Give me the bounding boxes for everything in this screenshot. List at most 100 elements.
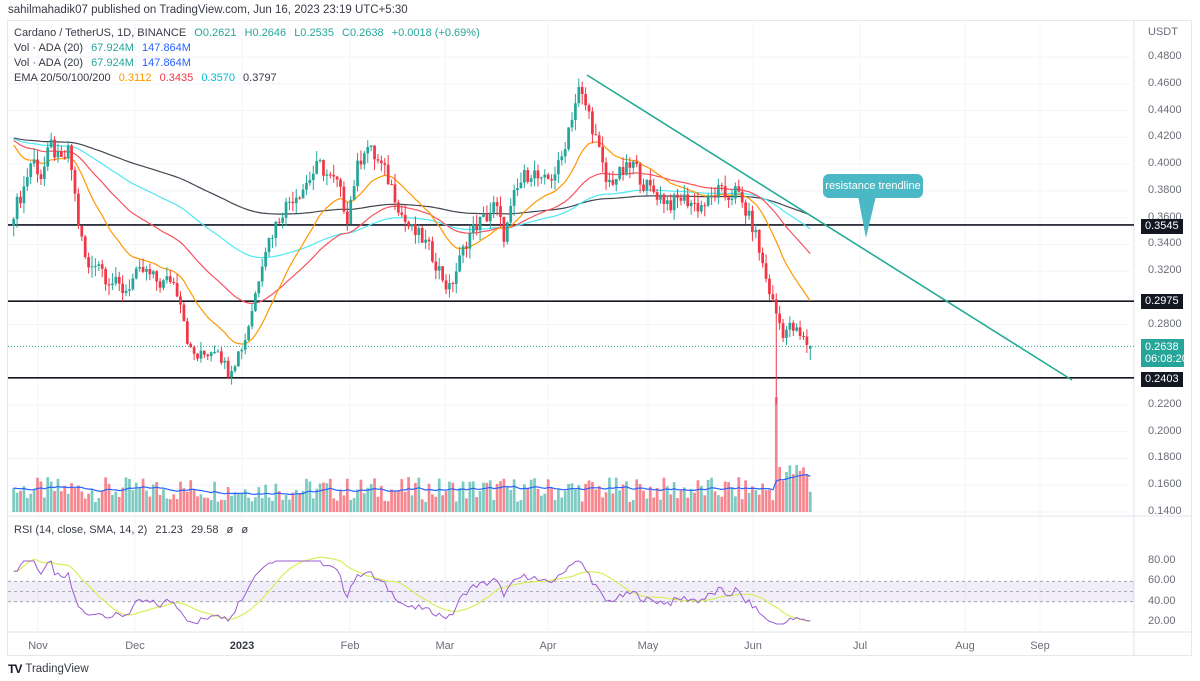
candle-body — [717, 185, 720, 198]
candle-body — [80, 225, 84, 237]
candle-body — [720, 185, 724, 187]
candle-body — [25, 177, 29, 187]
volume-bar — [672, 482, 676, 512]
candle-body — [158, 281, 162, 288]
volume-bar — [148, 496, 152, 512]
candle-body — [294, 197, 298, 204]
volume-bar — [727, 482, 730, 512]
volume-bar — [536, 488, 540, 512]
volume-bar — [437, 478, 441, 512]
candle-body — [410, 224, 414, 227]
candle-body — [403, 214, 407, 222]
candle-body — [795, 327, 799, 331]
time-tick: Sep — [1030, 640, 1050, 652]
volume-bar — [597, 486, 601, 512]
low-value: L0.2535 — [294, 27, 334, 39]
volume-bar — [349, 500, 353, 512]
brand-name: TradingView — [25, 663, 89, 675]
candle-body — [465, 246, 468, 249]
volume-bar — [628, 501, 632, 512]
volume-bar — [233, 492, 237, 512]
candle-body — [778, 313, 782, 324]
candle-body — [97, 264, 101, 266]
volume-bar — [791, 474, 795, 512]
volume-bar — [352, 497, 356, 512]
candle-body — [243, 339, 247, 350]
volume-bar — [393, 490, 397, 512]
change-value: +0.0018 (+0.69%) — [391, 27, 480, 39]
candle-body — [655, 192, 659, 200]
volume-bar — [73, 488, 77, 512]
tradingview-logo[interactable]: TV TradingView — [8, 662, 89, 676]
chart-frame — [7, 20, 1192, 656]
volume-bar — [570, 483, 574, 512]
candle-body — [788, 322, 792, 330]
candle-body — [196, 353, 199, 359]
candle-body — [19, 196, 22, 204]
candle-body — [536, 170, 540, 179]
volume-bar — [652, 497, 656, 512]
volume-bar — [665, 486, 669, 512]
candle-body — [168, 276, 172, 282]
candle-body — [689, 202, 693, 207]
volume-bar — [298, 493, 302, 512]
ohlc-row: Cardano / TetherUS, 1D, BINANCE O0.2621 … — [14, 26, 485, 41]
volume-bar — [182, 488, 186, 512]
candle-body — [458, 255, 462, 272]
candle-body — [713, 195, 717, 198]
time-tick: May — [637, 640, 659, 652]
candle-body — [342, 186, 346, 212]
candle-body — [444, 280, 448, 290]
volume-bar — [580, 501, 584, 512]
price-tick: 0.1400 — [1148, 505, 1182, 517]
candle-body — [53, 139, 56, 158]
volume-bar — [764, 490, 768, 512]
volume-bar — [111, 494, 114, 512]
rsi-tick: 60.00 — [1148, 574, 1176, 587]
price-tick: 0.4000 — [1148, 157, 1182, 170]
candle-body — [635, 161, 639, 164]
volume-bar — [376, 496, 380, 512]
volume-ma-value: 147.864M — [142, 42, 191, 54]
rsi-legend[interactable]: RSI (14, close, SMA, 14, 2) 21.23 29.58 … — [14, 524, 253, 536]
candle-body — [734, 186, 737, 199]
volume-bar — [584, 483, 587, 512]
candle-body — [676, 194, 679, 198]
volume-bar — [90, 489, 94, 512]
candle-body — [693, 202, 696, 204]
resistance-trendline-callout[interactable]: resistance trendline — [823, 174, 923, 198]
volume-bar — [785, 472, 788, 512]
volume-bar — [686, 497, 690, 512]
candle-body — [638, 163, 642, 185]
candle-body — [618, 167, 622, 179]
symbol-label[interactable]: Cardano / TetherUS, 1D, BINANCE — [14, 27, 187, 39]
volume-bar — [478, 490, 482, 512]
volume-bar — [540, 495, 543, 512]
volume-legend-2[interactable]: Vol · ADA (20) 67.924M 147.864M — [14, 56, 485, 71]
candle-body — [706, 195, 710, 206]
volume-bar — [444, 491, 448, 512]
price-tick: 0.4600 — [1148, 76, 1182, 89]
volume-bar — [621, 484, 625, 512]
candle-body — [386, 164, 390, 185]
candle-body — [356, 160, 359, 187]
rsi-na-value: ø — [226, 524, 234, 536]
candle-body — [179, 296, 182, 305]
candle-body — [631, 161, 635, 168]
candle-body — [730, 198, 734, 200]
volume-bar — [645, 498, 649, 512]
candle-body — [141, 267, 145, 272]
volume-legend-1[interactable]: Vol · ADA (20) 67.924M 147.864M — [14, 41, 485, 56]
volume-bar — [175, 499, 179, 512]
volume-bar — [325, 483, 329, 512]
candle-body — [332, 174, 336, 177]
candle-body — [574, 103, 577, 120]
volume-bar — [223, 500, 227, 512]
volume-bar — [56, 478, 60, 512]
candle-body — [546, 174, 550, 180]
candle-body — [764, 263, 768, 279]
tradingview-mark-icon: TV — [8, 662, 22, 676]
volume-bar — [679, 490, 683, 512]
ema-legend[interactable]: EMA 20/50/100/200 0.3112 0.3435 0.3570 0… — [14, 71, 485, 86]
